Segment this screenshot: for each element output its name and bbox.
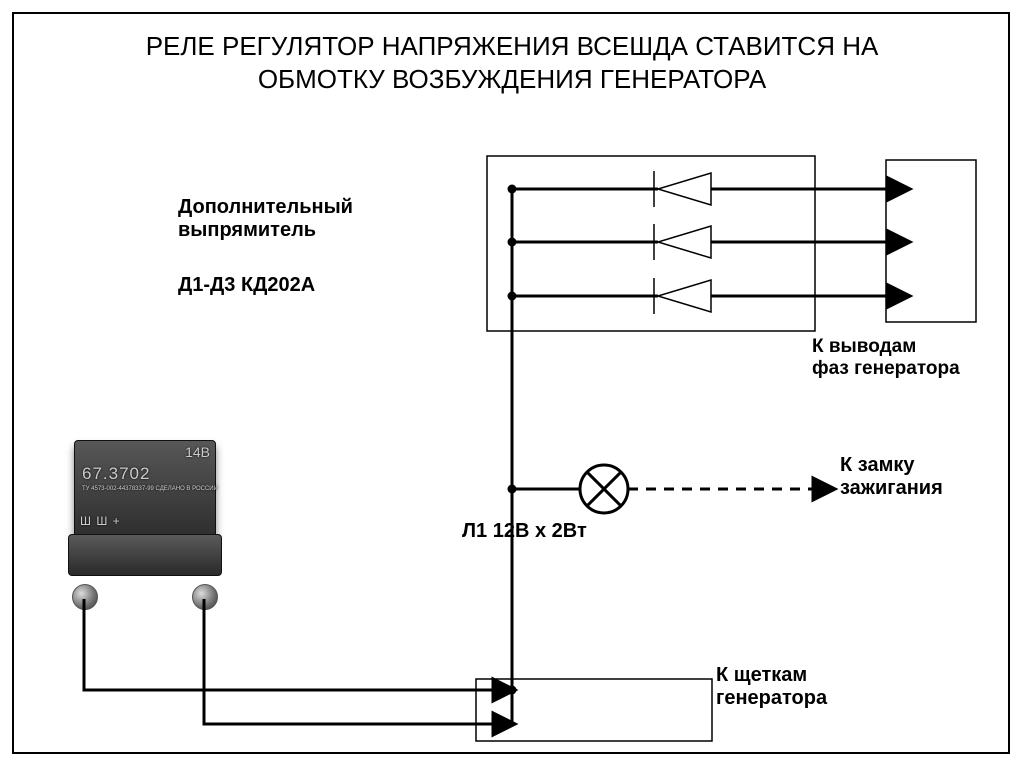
circuit-diagram — [14, 14, 1010, 754]
